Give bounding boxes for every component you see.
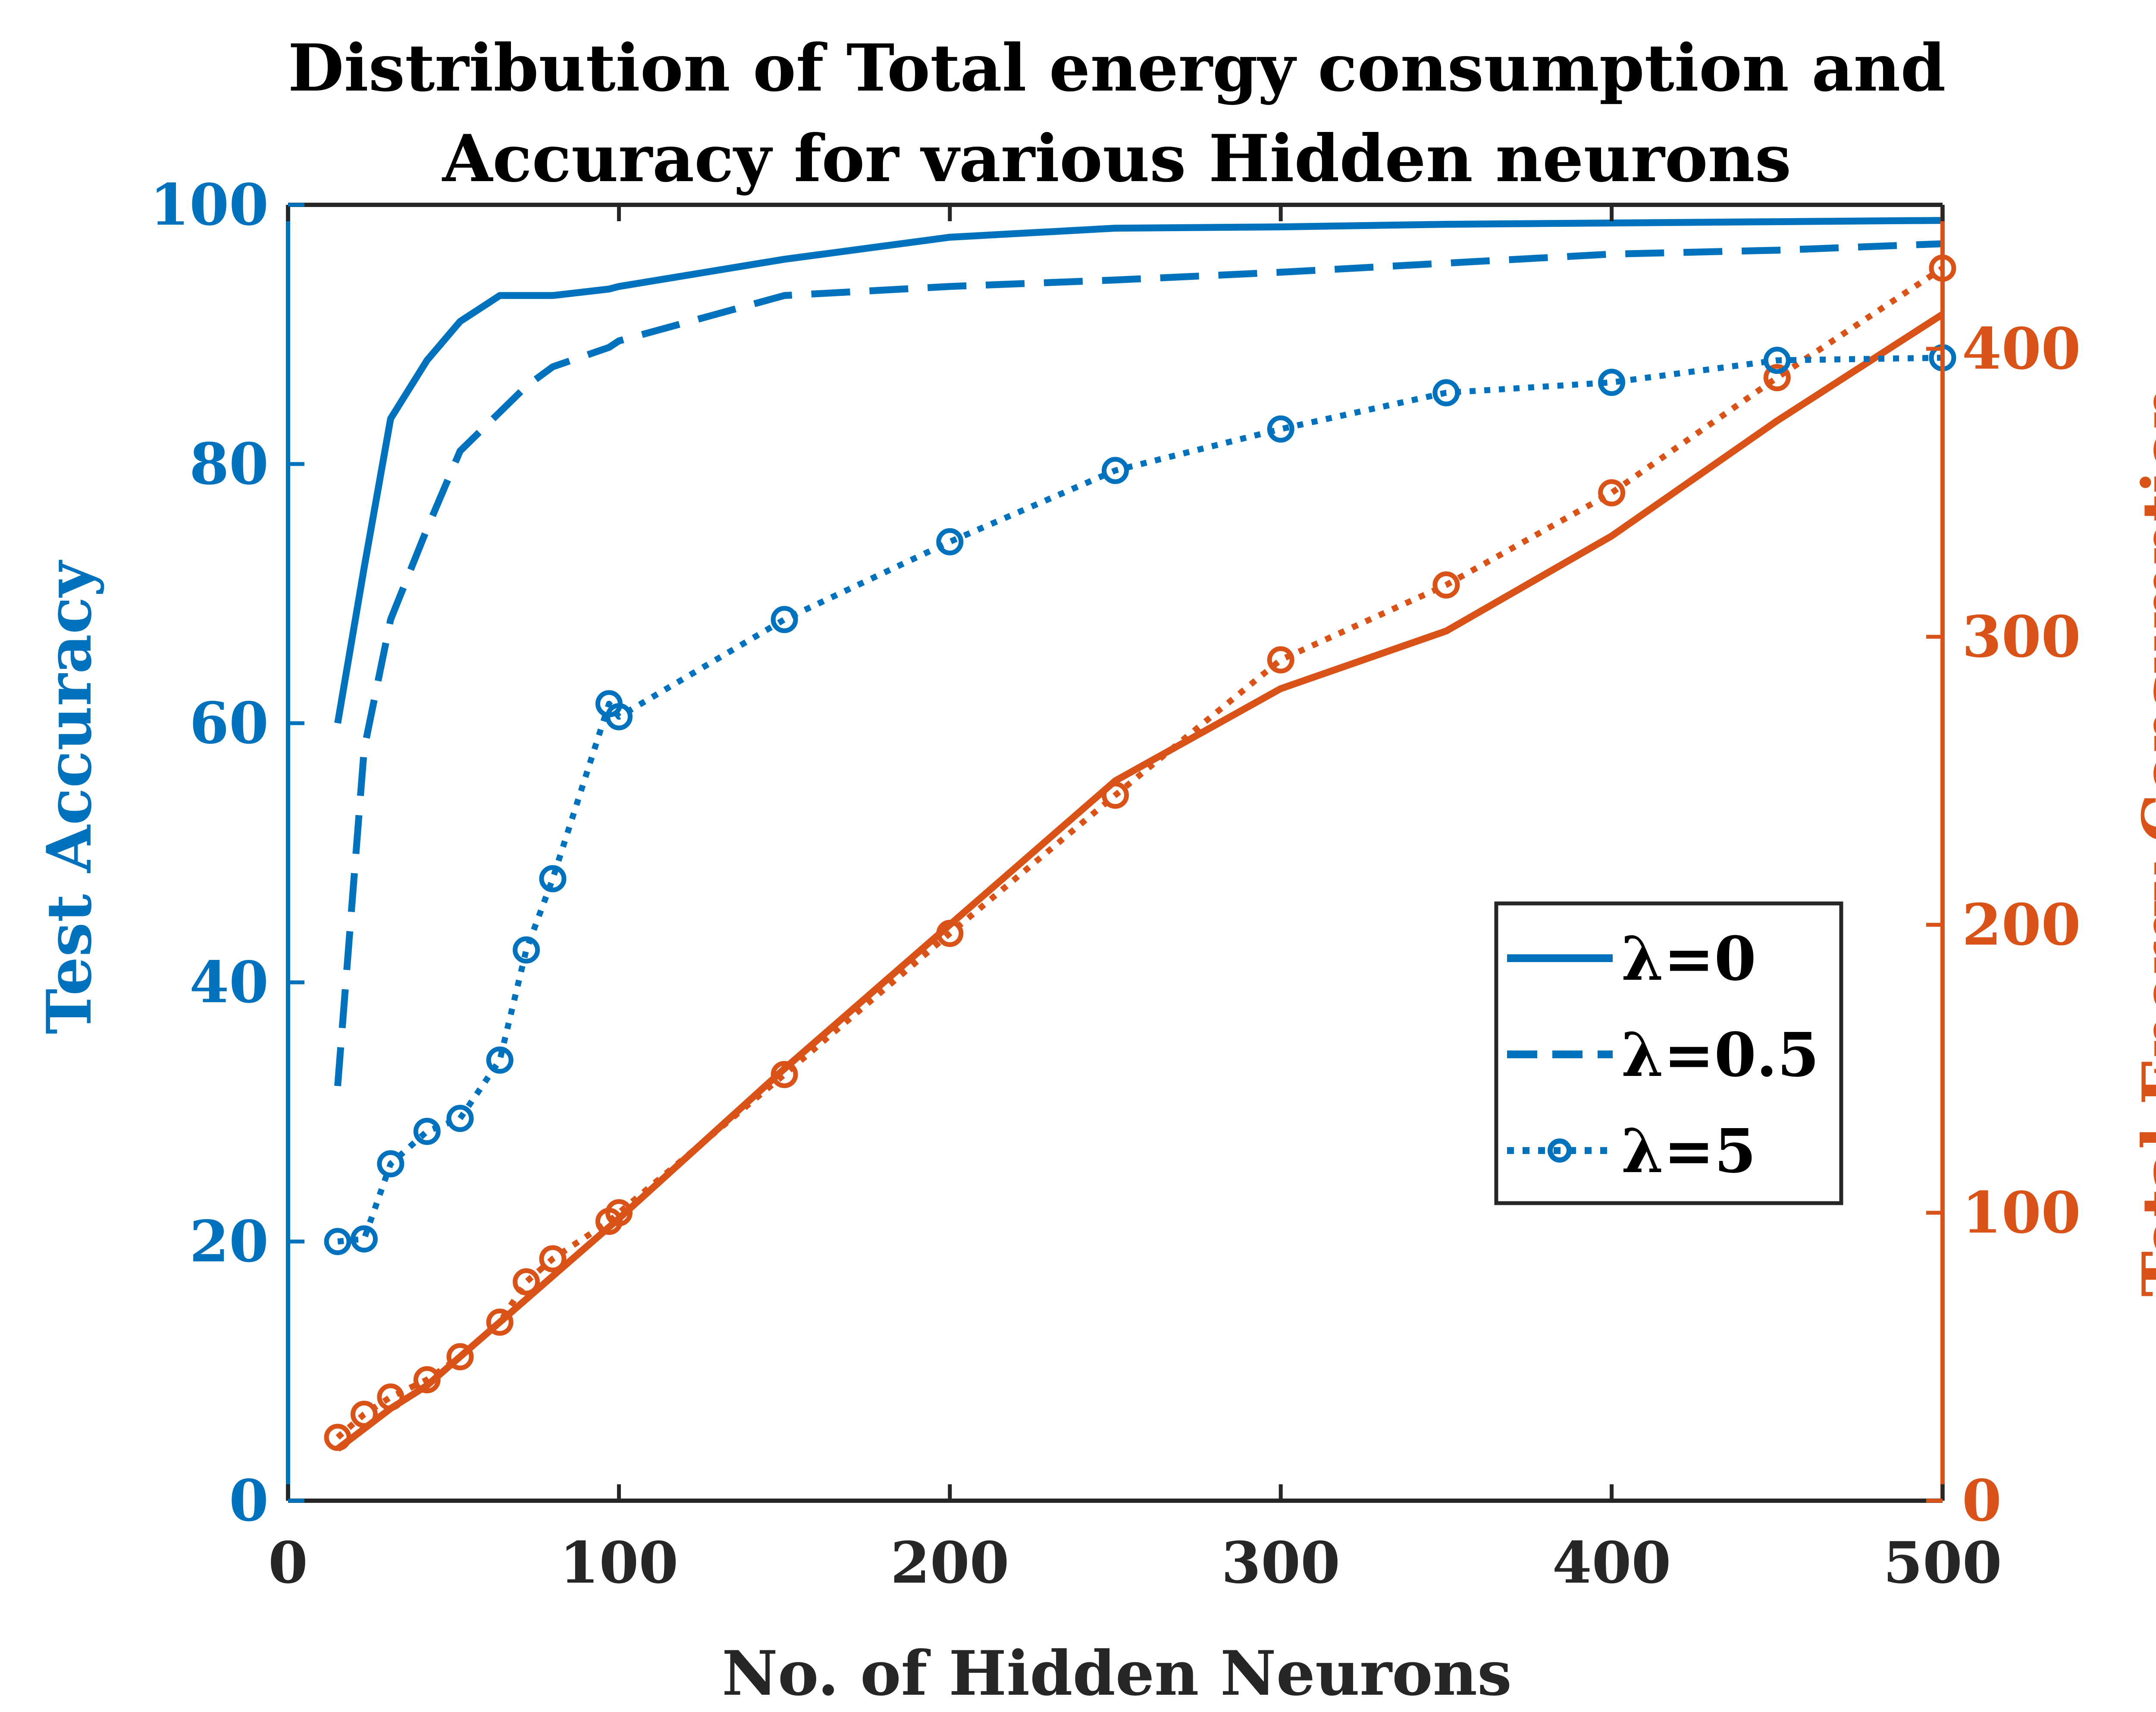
energy-point xyxy=(377,1383,404,1411)
energy-point xyxy=(1432,571,1460,599)
energy-point xyxy=(486,1308,514,1336)
accuracy-point xyxy=(605,703,633,731)
energy-point xyxy=(539,1245,567,1273)
legend-label-lambda-0-5: λ=0.5 xyxy=(1621,1020,1819,1091)
accuracy-line-0-5 xyxy=(334,240,1943,1087)
y-right-tick-label: 400 xyxy=(1962,316,2081,383)
x-tick-label: 200 xyxy=(890,1530,1009,1596)
energy-point xyxy=(605,1199,633,1226)
plot-area xyxy=(288,205,1943,1501)
chart-title-line-2: Accuracy for various Hidden neurons xyxy=(442,121,1791,197)
accuracy-point xyxy=(513,936,540,964)
x-axis-label: No. of Hidden Neurons xyxy=(722,1638,1512,1709)
legend-entry-lambda-0: λ=0 xyxy=(1507,924,1756,994)
accuracy-line-5 xyxy=(337,354,1943,1245)
axes-layer: 0 100 200 300 400 500020406080100010020030040… xyxy=(150,172,2081,1596)
y-right-tick-label: 100 xyxy=(1962,1179,2081,1246)
y-left-tick-label: 0 xyxy=(229,1467,269,1534)
y-axis-left-label: Test Accuracy xyxy=(34,560,105,1034)
accuracy-line-0 xyxy=(334,217,1943,724)
accuracy-point xyxy=(446,1105,474,1132)
accuracy-point xyxy=(486,1046,514,1074)
y-left-tick-label: 80 xyxy=(189,431,269,498)
x-tick-label: 300 xyxy=(1221,1530,1340,1596)
legend-marker xyxy=(1548,1138,1572,1163)
energy-point xyxy=(413,1366,441,1394)
energy-point xyxy=(1763,364,1791,392)
accuracy-point xyxy=(377,1150,404,1178)
series-layer xyxy=(324,217,1956,1452)
accuracy-point xyxy=(1432,379,1460,407)
accuracy-point xyxy=(539,865,567,893)
energy-point xyxy=(771,1061,798,1088)
y-axis-right-label: Total Energy Consumption xyxy=(2129,385,2156,1297)
x-tick-label: 100 xyxy=(560,1530,679,1596)
y-right-tick-label: 300 xyxy=(1962,604,2081,671)
chart-title-line-1: Distribution of Total energy consumption… xyxy=(288,30,1946,106)
chart-title: Distribution of Total energy consumption… xyxy=(288,30,1946,197)
x-tick-label: 400 xyxy=(1552,1530,1671,1596)
accuracy-point xyxy=(351,1225,378,1253)
y-right-tick-label: 0 xyxy=(1962,1467,2002,1534)
legend-entry-lambda-5: λ=5 xyxy=(1507,1116,1756,1187)
energy-point xyxy=(324,1424,351,1451)
x-tick-label: 500 xyxy=(1883,1530,2002,1596)
accuracy-point xyxy=(771,606,798,633)
legend-label-lambda-0: λ=0 xyxy=(1621,924,1756,994)
legend: λ=0 λ=0.5 λ=5 xyxy=(1494,901,1843,1205)
accuracy-point xyxy=(936,528,964,555)
accuracy-point xyxy=(1267,415,1294,443)
x-tick-label: 0 xyxy=(268,1530,308,1596)
energy-point xyxy=(351,1401,378,1428)
accuracy-point xyxy=(324,1228,351,1255)
legend-label-lambda-5: λ=5 xyxy=(1621,1116,1756,1187)
energy-line-5 xyxy=(335,266,1944,1440)
y-left-tick-label: 40 xyxy=(189,949,269,1016)
y-left-tick-label: 20 xyxy=(189,1208,269,1275)
accuracy-point xyxy=(1598,369,1626,396)
legend-entry-lambda-0-5: λ=0.5 xyxy=(1507,1020,1819,1091)
energy-point xyxy=(513,1268,540,1295)
plot-background xyxy=(288,205,1943,1501)
accuracy-point xyxy=(1763,347,1791,374)
energy-point xyxy=(1598,479,1626,507)
energy-point xyxy=(446,1343,474,1370)
energy-point xyxy=(936,919,964,947)
y-left-tick-label: 60 xyxy=(189,690,269,757)
accuracy-point xyxy=(1102,457,1129,484)
energy-point xyxy=(1267,646,1294,674)
accuracy-point xyxy=(413,1118,441,1145)
y-right-tick-label: 200 xyxy=(1962,891,2081,958)
y-left-tick-label: 100 xyxy=(150,172,269,238)
energy-point xyxy=(1102,781,1129,809)
